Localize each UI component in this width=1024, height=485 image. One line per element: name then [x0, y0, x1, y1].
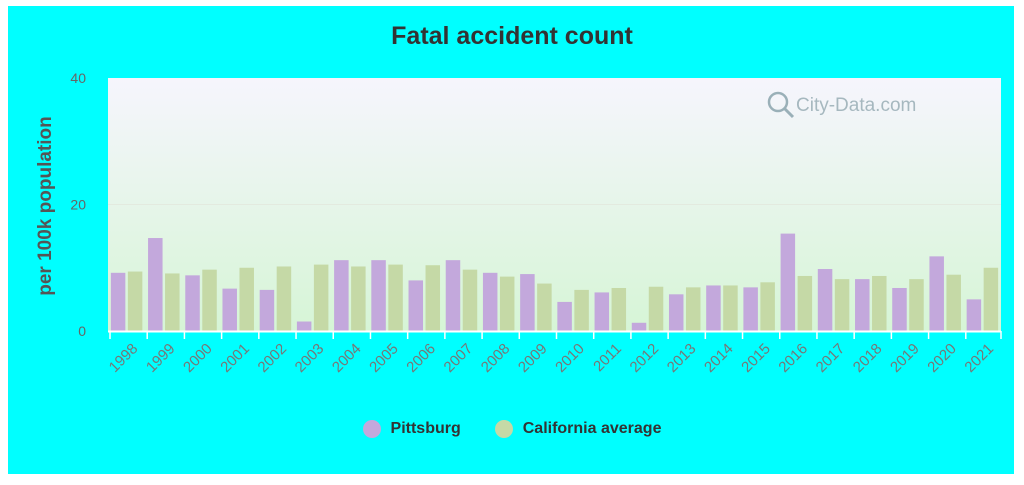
bar-california-2012[interactable]: [648, 286, 664, 331]
bar-pittsburg-2009[interactable]: [520, 274, 535, 331]
bar-pittsburg-2006[interactable]: [408, 280, 424, 331]
bar-pittsburg-2017[interactable]: [817, 269, 833, 331]
bar-pittsburg-2000[interactable]: [185, 275, 200, 331]
legend-label-california: California average: [522, 420, 662, 437]
watermark-text: City-Data.com: [796, 95, 916, 116]
y-tick-label: 20: [70, 197, 86, 213]
x-tick-label: 2017: [813, 340, 849, 376]
bar-pittsburg-2016[interactable]: [780, 233, 796, 331]
legend-item-pittsburg[interactable]: Pittsburg: [362, 420, 461, 438]
bar-california-2020[interactable]: [946, 274, 961, 331]
x-tick-label: 2008: [478, 340, 514, 376]
bar-california-1999[interactable]: [165, 273, 180, 331]
y-tick-label: 0: [78, 323, 86, 339]
bar-pittsburg-2010[interactable]: [557, 301, 572, 331]
bar-california-2013[interactable]: [685, 287, 701, 331]
bar-pittsburg-2015[interactable]: [743, 287, 758, 331]
bar-pittsburg-2001[interactable]: [222, 288, 237, 331]
bar-california-2002[interactable]: [276, 266, 292, 331]
bar-california-2015[interactable]: [760, 282, 775, 331]
bar-pittsburg-2021[interactable]: [966, 299, 982, 331]
legend-label-pittsburg: Pittsburg: [390, 420, 461, 437]
legend-swatch-pittsburg: [362, 420, 381, 438]
bar-california-2021[interactable]: [983, 267, 999, 331]
bar-pittsburg-2008[interactable]: [482, 272, 498, 331]
x-tick-label: 2009: [515, 340, 551, 376]
bar-california-2001[interactable]: [239, 267, 254, 331]
x-tick-label: 2005: [366, 340, 402, 376]
magnifier-icon: [767, 91, 789, 113]
legend: Pittsburg California average: [0, 420, 1024, 438]
bar-california-2004[interactable]: [351, 266, 366, 331]
x-tick-label: 2014: [701, 340, 737, 376]
x-tick-label: 1999: [143, 340, 179, 376]
x-tick-label: 2000: [180, 340, 216, 376]
bar-pittsburg-2002[interactable]: [259, 289, 275, 331]
bar-pittsburg-1999[interactable]: [148, 238, 163, 331]
x-tick-label: 2011: [590, 340, 625, 375]
x-tick-label: 2004: [329, 340, 365, 376]
x-tick-label: 2007: [441, 340, 477, 376]
bar-pittsburg-2018[interactable]: [855, 279, 870, 331]
x-tick-label: 2021: [961, 340, 997, 376]
bar-california-2014[interactable]: [723, 285, 738, 331]
x-tick-label: 2012: [627, 340, 663, 376]
x-tick-label: 2010: [552, 340, 588, 376]
legend-swatch-california: [494, 420, 513, 438]
bar-california-2003[interactable]: [313, 264, 329, 331]
bar-california-2000[interactable]: [202, 269, 217, 331]
bar-california-2019[interactable]: [909, 279, 924, 331]
bar-california-2016[interactable]: [797, 275, 813, 331]
x-tick-label: 1998: [106, 340, 142, 376]
bar-california-1998[interactable]: [127, 271, 143, 331]
bar-pittsburg-2007[interactable]: [445, 260, 461, 331]
x-tick-label: 2018: [850, 340, 886, 376]
x-tick-label: 2016: [775, 340, 811, 376]
bar-pittsburg-2011[interactable]: [594, 292, 610, 331]
x-tick-label: 2019: [887, 340, 923, 376]
bar-pittsburg-2013[interactable]: [668, 294, 684, 331]
bar-pittsburg-2012[interactable]: [631, 322, 647, 331]
chart-title: Fatal accident count: [391, 22, 633, 50]
x-tick-label: 2002: [255, 340, 291, 376]
x-tick-label: 2015: [738, 340, 774, 376]
x-tick-label: 2006: [403, 340, 439, 376]
bar-pittsburg-2004[interactable]: [334, 260, 349, 331]
bar-california-2018[interactable]: [872, 275, 887, 331]
x-tick-label: 2020: [924, 340, 960, 376]
bar-pittsburg-2020[interactable]: [929, 256, 944, 331]
bar-california-2008[interactable]: [499, 276, 515, 331]
x-tick-label: 2001: [217, 340, 253, 376]
watermark: City-Data.com: [767, 91, 916, 119]
bar-california-2006[interactable]: [425, 265, 441, 331]
bar-pittsburg-1998[interactable]: [110, 272, 126, 331]
bar-california-2009[interactable]: [537, 283, 552, 331]
bar-california-2005[interactable]: [388, 264, 403, 331]
bar-pittsburg-2014[interactable]: [706, 285, 721, 331]
x-tick-label: 2003: [292, 340, 328, 376]
bar-california-2007[interactable]: [462, 269, 478, 331]
bar-california-2017[interactable]: [834, 279, 850, 331]
y-tick-label: 40: [70, 70, 86, 86]
bar-california-2011[interactable]: [611, 287, 627, 331]
bar-pittsburg-2019[interactable]: [892, 287, 907, 331]
bar-california-2010[interactable]: [574, 289, 589, 331]
bar-pittsburg-2003[interactable]: [296, 321, 312, 331]
x-tick-label: 2013: [664, 340, 700, 376]
bar-pittsburg-2005[interactable]: [371, 260, 386, 331]
legend-item-california-average[interactable]: California average: [494, 420, 662, 438]
